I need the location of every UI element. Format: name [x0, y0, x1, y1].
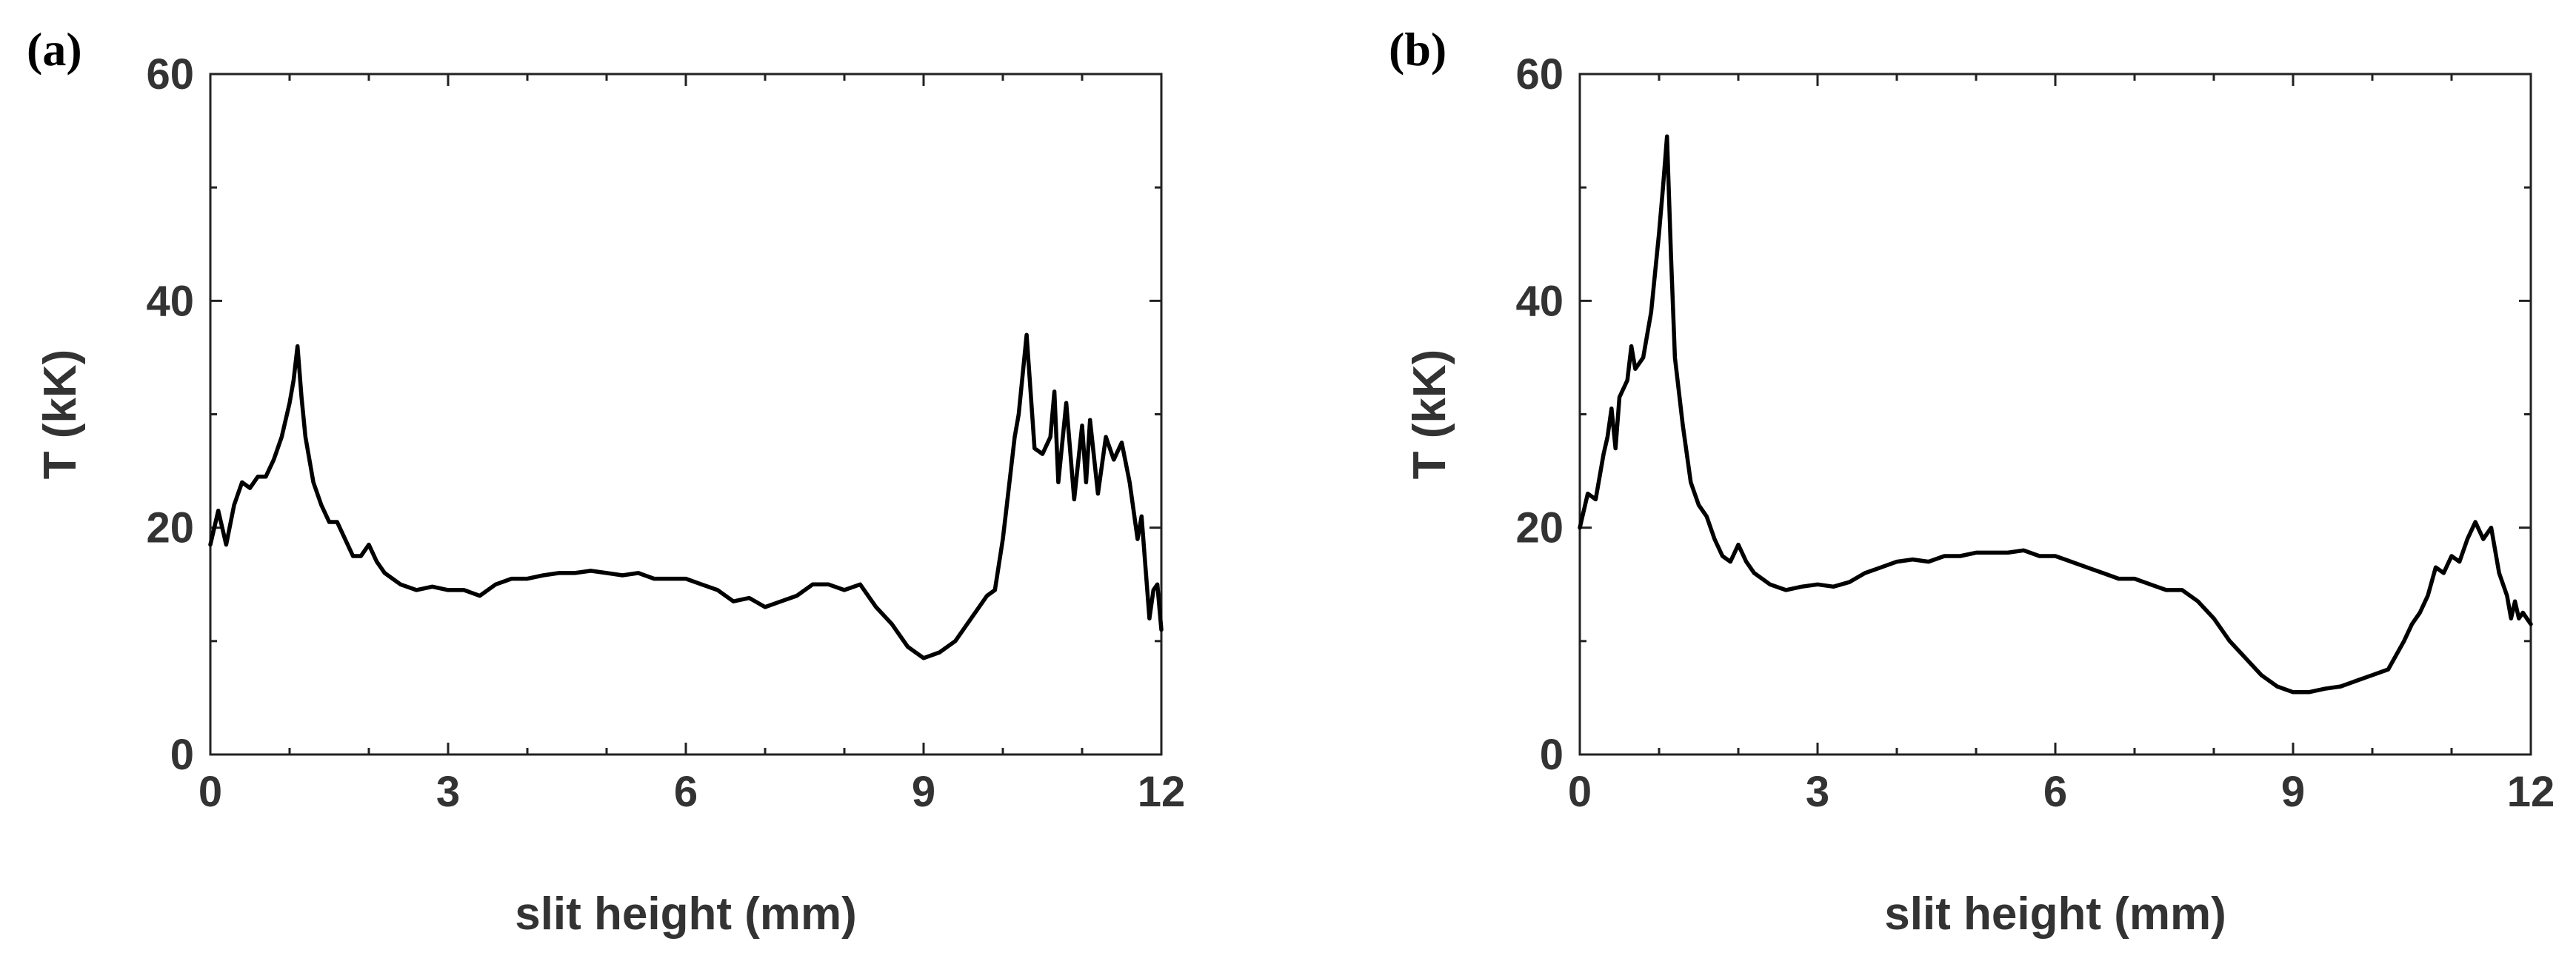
- y-tick-label: 20: [1515, 504, 1564, 552]
- y-tick-label: 60: [1515, 50, 1564, 98]
- temperature-series-line: [208, 332, 1164, 660]
- temperature-series-line: [1578, 134, 2533, 695]
- x-tick-label: 3: [436, 768, 460, 816]
- y-tick-label: 20: [146, 504, 194, 552]
- y-tick-label: 40: [146, 277, 194, 325]
- panel-label: (b): [1389, 23, 1447, 76]
- y-tick-label: 0: [1540, 731, 1564, 779]
- x-tick-label: 6: [2043, 768, 2067, 816]
- x-tick-label: 12: [2507, 768, 2555, 816]
- x-tick-label: 3: [1806, 768, 1829, 816]
- x-tick-label: 9: [2281, 768, 2305, 816]
- y-axis-label: T (kK): [1404, 349, 1455, 480]
- x-tick-label: 6: [674, 768, 698, 816]
- y-tick-label: 60: [146, 50, 194, 98]
- x-tick-label: 0: [198, 768, 222, 816]
- y-axis-label: T (kK): [35, 349, 86, 480]
- x-tick-label: 0: [1568, 768, 1592, 816]
- panel-label: (a): [27, 23, 82, 76]
- x-tick-label: 12: [1138, 768, 1186, 816]
- y-tick-label: 40: [1515, 277, 1564, 325]
- plot-frame: [1578, 73, 2532, 756]
- y-tick-label: 0: [170, 731, 194, 779]
- x-axis-label: slit height (mm): [1884, 889, 2226, 940]
- chart-panel-b: (b) 0 3 6 9 12 0 20 40 60 slit height (mm) T (kK): [1389, 23, 2555, 940]
- x-tick-label: 9: [912, 768, 935, 816]
- chart-panel-a: (a) 0 3 6 9 12 0 20 40 60 slit height (mm) T (kK): [27, 23, 1185, 940]
- x-axis-label: slit height (mm): [515, 889, 857, 940]
